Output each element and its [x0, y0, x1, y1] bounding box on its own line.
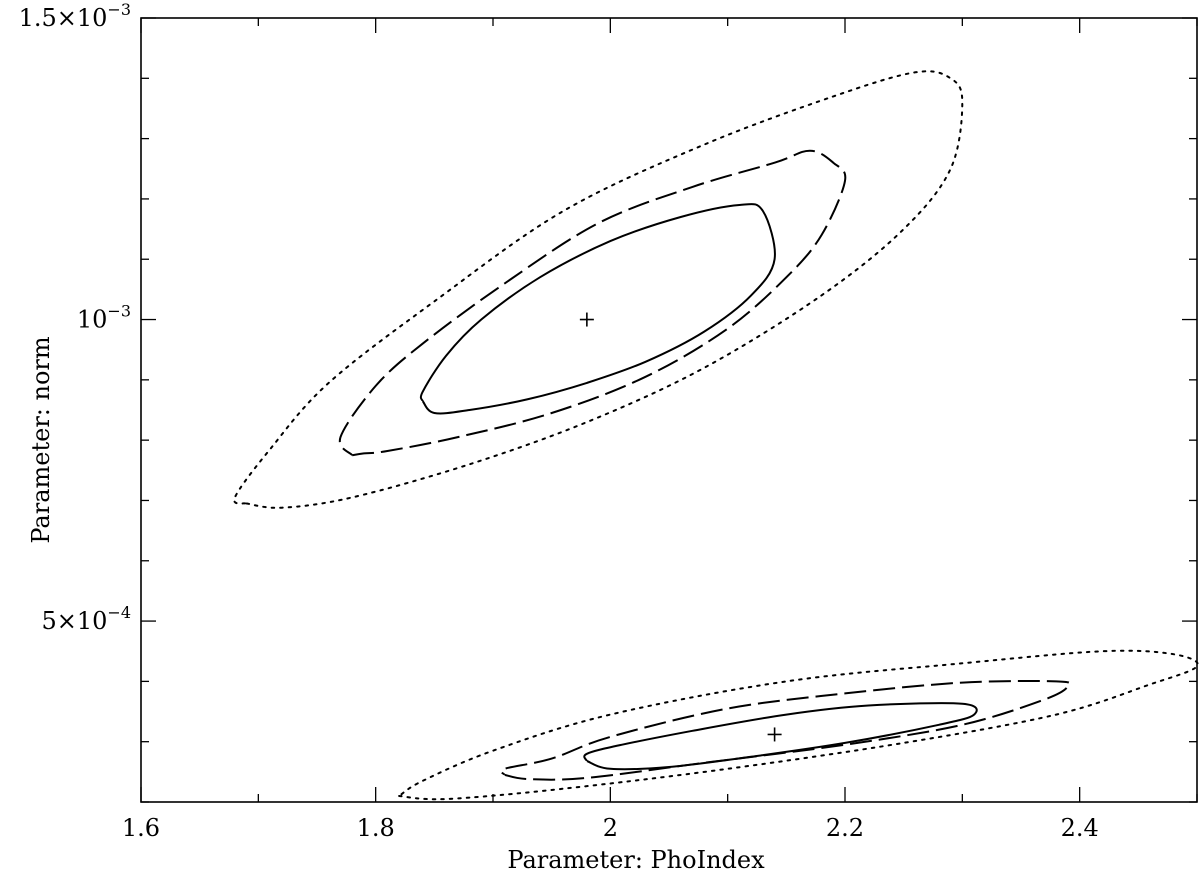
contour-1-dotted	[233, 70, 964, 509]
axis-ticks: 1.6 1.8 2 2.2 2.4 5×10−4 10−3 1.5×10−3	[19, 0, 1198, 842]
x-tick-label: 1.6	[122, 814, 160, 842]
plot-frame	[140, 17, 1198, 803]
x-tick-label: 2.2	[826, 814, 864, 842]
y-axis-label: Parameter: norm	[27, 336, 55, 544]
best-fit-markers	[579, 312, 782, 742]
x-tick-label: 1.8	[357, 814, 395, 842]
x-axis-label: Parameter: PhoIndex	[507, 846, 765, 872]
best-fit-cross-1	[579, 312, 594, 327]
x-tick-label: 2	[603, 814, 618, 842]
y-tick-label: 10−3	[77, 302, 131, 334]
x-tick-label: 2.4	[1061, 814, 1099, 842]
contour-1-dashed	[338, 149, 847, 457]
y-tick-label: 5×10−4	[41, 603, 131, 635]
contour-1-solid	[419, 203, 776, 415]
contour-2-dotted	[398, 649, 1199, 801]
y-tick-label: 1.5×10−3	[19, 0, 131, 32]
contour-2-solid	[583, 702, 978, 771]
best-fit-cross-2	[767, 727, 782, 742]
contour-2-dashed	[500, 679, 1071, 781]
contour-lines	[233, 70, 1199, 801]
